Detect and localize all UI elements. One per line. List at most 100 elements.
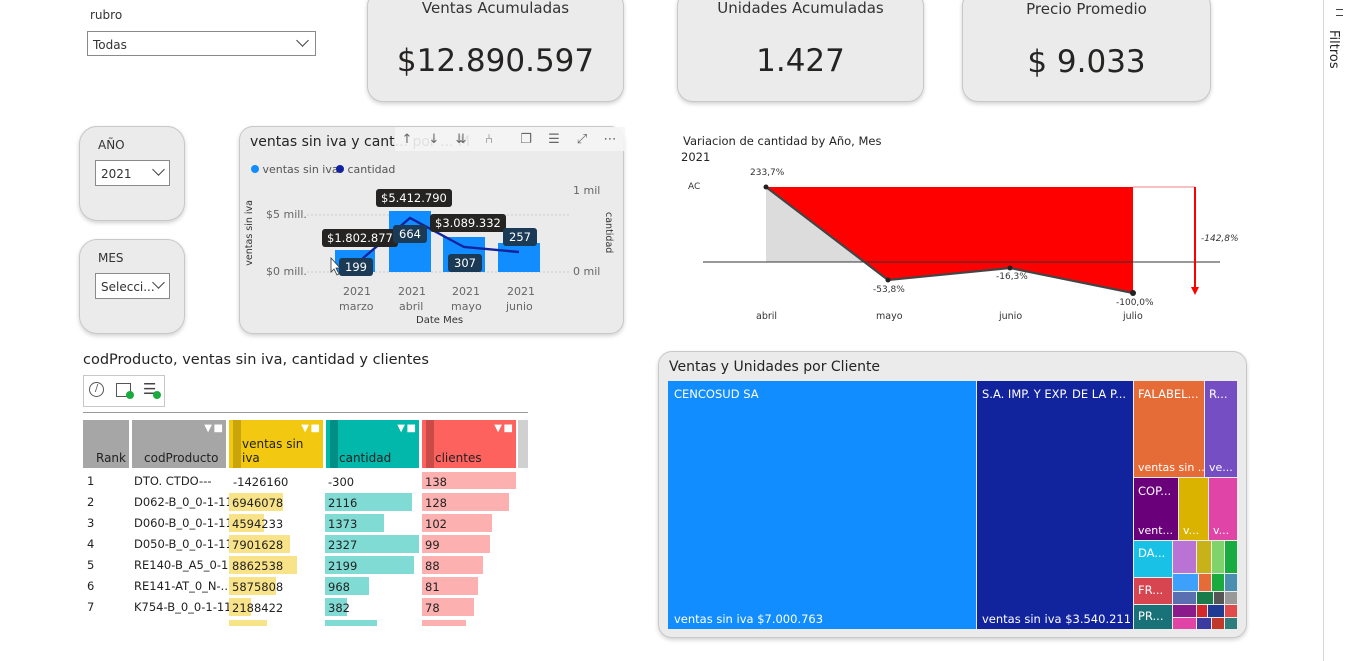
y-right-tick-0: 0 mil (573, 265, 601, 278)
cell-cantidad-bar (325, 535, 419, 553)
table-scrollbar[interactable] (518, 420, 528, 468)
treemap-small-tile[interactable] (1225, 618, 1237, 629)
header-codproducto[interactable]: ▼ ■ codProducto (132, 420, 226, 468)
header-clientes-label: clientes (435, 451, 482, 465)
cell-clientes-bar (422, 577, 478, 595)
drill-up-icon[interactable]: ↑ (401, 132, 413, 147)
treemap-tile-sa-imp[interactable]: S.A. IMP. Y EXP. DE LA P... ventas sin i… (977, 381, 1133, 629)
table-row[interactable]: 4 D050-B_0_0-1-11 7901628 2327 99 (83, 534, 523, 555)
treemap-small-tile[interactable] (1173, 574, 1198, 591)
focus-mode-icon[interactable]: ⤢ (576, 132, 588, 147)
cell-cod: RE141-AT_0_N-... (134, 579, 232, 593)
variacion-chart-plot (703, 184, 1220, 296)
filter-icon[interactable]: ☰ (548, 132, 560, 147)
treemap-small-tile[interactable] (1173, 592, 1196, 604)
table-row[interactable]: 5 RE140-B_A5_0-1... 8862538 2199 88 (83, 555, 523, 576)
legend-dot-ventas (251, 165, 259, 173)
rubro-dropdown[interactable]: Todas (87, 31, 316, 56)
bar-junio (498, 243, 540, 272)
treemap-tile-da[interactable]: DA... (1134, 541, 1172, 577)
table-row[interactable]: 1 DTO. CTDO--- -1426160 -300 138 (83, 471, 523, 492)
table-row[interactable]: 3 D060-B_0_0-1-11 4594233 1373 102 (83, 513, 523, 534)
cell-clientes-bar (422, 598, 474, 616)
treemap-tile-pink[interactable]: v... (1209, 478, 1237, 540)
add-column-icon[interactable] (116, 383, 131, 397)
legend-cantidad: cantidad (336, 163, 395, 176)
treemap-small-tile[interactable] (1225, 574, 1237, 591)
table-row[interactable]: 6 RE141-AT_0_N-... 5875808 968 81 (83, 576, 523, 597)
treemap-small-tile[interactable] (1197, 618, 1211, 629)
treemap-small-tile[interactable] (1212, 574, 1224, 591)
treemap-small-tile[interactable] (1225, 605, 1237, 617)
treemap-small-tile[interactable] (1208, 605, 1224, 617)
kpi-unidades-value: 1.427 (756, 43, 845, 79)
treemap-small-tile[interactable] (1197, 541, 1211, 573)
expand-hierarchy-icon[interactable]: ⑃ (485, 132, 493, 147)
header-cantidad-label: cantidad (339, 451, 392, 465)
add-column-plus-icon (126, 391, 134, 399)
treemap-tile-yellow[interactable]: v... (1179, 478, 1208, 540)
treemap-small-tile[interactable] (1197, 605, 1207, 617)
table-row[interactable]: 7 K754-B_0_0-1-11 2188422 382 78 (83, 597, 523, 618)
copy-visual-icon[interactable]: ❐ (520, 132, 532, 147)
delete-icon: ■ (406, 423, 416, 434)
treemap-tile-r[interactable]: R... ve... (1205, 381, 1237, 477)
drill-down-icon[interactable]: ↓ (428, 132, 440, 147)
header-cantidad[interactable]: ▼ ■ cantidad (326, 420, 419, 468)
cell-rank: 4 (87, 537, 95, 551)
treemap-tile-cencosud[interactable]: CENCOSUD SA ventas sin iva $7.000.763 (668, 381, 976, 629)
header-clientes[interactable]: ▼ ■ clientes (422, 420, 516, 468)
more-options-icon[interactable]: ⋯ (603, 132, 617, 147)
cell-ventas-bar (229, 493, 283, 511)
cell-cod: K754-B_0_0-1-11 (134, 600, 232, 614)
tile-value: v... (1183, 524, 1200, 537)
cell-cantidad: -300 (328, 475, 355, 489)
header-ventas[interactable]: ▼ ■ ventas sin iva (229, 420, 323, 468)
variacion-x-tick-julio: julio (1123, 311, 1143, 322)
treemap-small-tile[interactable] (1214, 592, 1224, 604)
cell-cod: RE140-B_A5_0-1... (134, 558, 240, 572)
cell-ventas-bar (229, 577, 276, 595)
treemap-small-tile[interactable] (1212, 618, 1224, 629)
treemap-small-tile[interactable] (1173, 541, 1196, 573)
treemap-small-tile[interactable] (1197, 592, 1213, 604)
cell-cantidad-bar (325, 556, 414, 574)
treemap-small-tile[interactable] (1173, 605, 1196, 617)
filter-icon: ▼ (204, 423, 212, 434)
expand-next-level-icon[interactable]: ⇊ (455, 132, 467, 147)
table-row[interactable]: 2 D062-B_0_0-1-11 6946078 2116 128 (83, 492, 523, 513)
cell-clientes: 99 (425, 538, 440, 552)
treemap-small-tile[interactable] (1225, 592, 1237, 604)
cell-cantidad: 382 (328, 601, 350, 615)
variacion-point (885, 277, 891, 283)
rubro-slicer-label: rubro (90, 8, 123, 22)
treemap-tile-cop[interactable]: COP... vent... (1134, 478, 1178, 540)
rubro-dropdown-value: Todas (93, 38, 127, 52)
filters-pane[interactable]: Filtros (1323, 0, 1350, 661)
legend-label-cantidad: cantidad (347, 163, 396, 176)
header-clientes-shade (426, 420, 434, 468)
variacion-point (763, 184, 769, 190)
treemap-tile-falabella[interactable]: FALABEL... ventas sin ... (1134, 381, 1208, 477)
cell-cod: D062-B_0_0-1-11 (134, 495, 233, 509)
treemap-small-tile[interactable] (1173, 618, 1196, 629)
cell-ventas: 6946078 (232, 496, 284, 510)
mes-dropdown[interactable]: Selecci... (95, 273, 170, 299)
cell-ventas: 7901628 (232, 538, 284, 552)
kpi-card-precio: Precio Promedio $ 9.033 (962, 0, 1211, 102)
treemap-small-tile[interactable] (1199, 574, 1211, 591)
treemap-small-tile[interactable] (1212, 541, 1224, 573)
kpi-card-unidades: Unidades Acumuladas 1.427 (677, 0, 924, 102)
header-rank[interactable]: Rank (83, 420, 129, 468)
header-cantidad-shade (330, 420, 338, 468)
clear-filter-icon[interactable]: / (89, 382, 104, 397)
delete-icon: ■ (503, 423, 513, 434)
treemap-small-tile[interactable] (1225, 541, 1237, 573)
variacion-point-label-abril: 233,7% (750, 168, 785, 178)
cell-cod: D060-B_0_0-1-11 (134, 516, 233, 530)
anio-dropdown[interactable]: 2021 (95, 160, 170, 186)
treemap-tile-pr[interactable]: PR... (1134, 605, 1172, 629)
tile-value: v... (1213, 524, 1230, 537)
header-ventas-shade (233, 420, 241, 468)
treemap-tile-fr[interactable]: FR... (1134, 578, 1172, 604)
